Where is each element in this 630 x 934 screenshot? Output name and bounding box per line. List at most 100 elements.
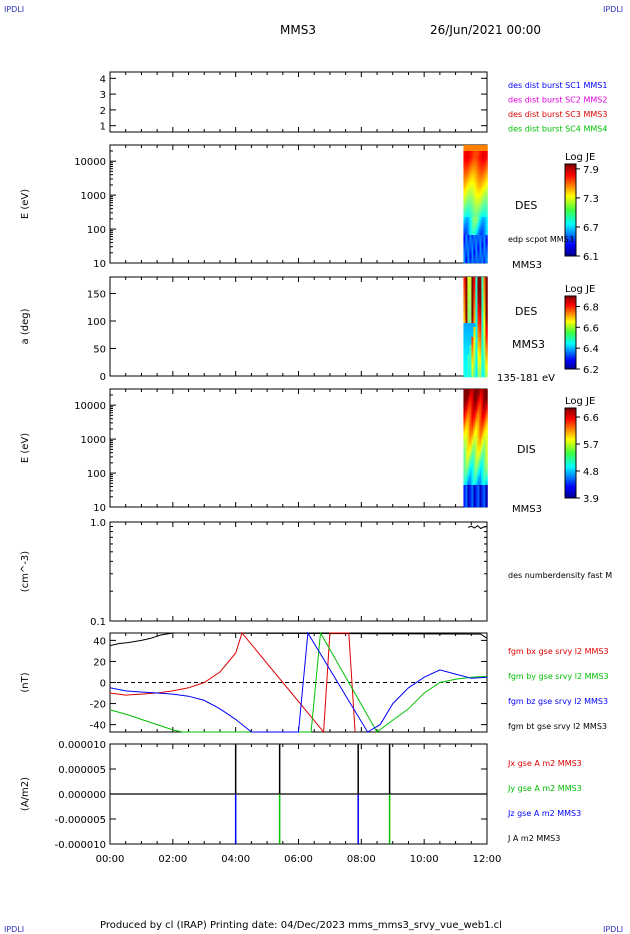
spectrogram-cell	[463, 339, 466, 342]
spectrogram-cell	[467, 149, 470, 152]
spectrogram-cell	[469, 427, 472, 430]
spectrogram-cell	[473, 279, 476, 282]
spectrogram-cell	[483, 283, 486, 286]
spectrogram-cell	[475, 419, 478, 422]
spectrogram-cell	[473, 179, 476, 182]
spectrogram-cell	[465, 147, 468, 150]
spectrogram-cell	[467, 179, 470, 182]
spectrogram-cell	[483, 401, 486, 404]
spectrogram-cell	[463, 345, 466, 348]
spectrogram-cell	[477, 495, 480, 498]
spectrogram-cell	[479, 389, 482, 392]
spectrogram-cell	[475, 199, 478, 202]
spectrogram-cell	[473, 201, 476, 204]
spectrogram-cell	[473, 191, 476, 194]
spectrogram-cell	[483, 249, 486, 252]
spectrogram-cell	[471, 321, 474, 324]
spectrogram-cell	[469, 277, 472, 280]
spectrogram-cell	[477, 427, 480, 430]
spectrogram-cell	[481, 425, 484, 428]
spectrogram-cell	[479, 355, 482, 358]
spectrogram-cell	[467, 459, 470, 462]
spectrogram-cell	[483, 227, 486, 230]
spectrogram-cell	[467, 205, 470, 208]
spectrogram-cell	[469, 365, 472, 368]
spectrogram-cell	[481, 161, 484, 164]
spectrogram-cell	[481, 217, 484, 220]
spectrogram-cell	[471, 247, 474, 250]
spectrogram-cell	[481, 441, 484, 444]
spectrogram-cell	[465, 165, 468, 168]
spectrogram-cell	[467, 413, 470, 416]
spectrogram-cell	[465, 435, 468, 438]
spectrogram-cell	[477, 397, 480, 400]
spectrogram-cell	[471, 299, 474, 302]
spectrogram-cell	[473, 209, 476, 212]
spectrogram-cell	[467, 461, 470, 464]
spectrogram-cell	[483, 393, 486, 396]
spectrogram-cell	[481, 173, 484, 176]
spectrogram-cell	[481, 241, 484, 244]
spectrogram-cell	[471, 259, 474, 262]
spectrogram-cell	[481, 329, 484, 332]
spectrogram-cell	[481, 249, 484, 252]
spectrogram-cell	[467, 495, 470, 498]
spectrogram-cell	[479, 445, 482, 448]
spectrogram-cell	[473, 301, 476, 304]
spectrogram-cell	[481, 503, 484, 506]
spectrogram-cell	[471, 399, 474, 402]
spectrogram-cell	[473, 261, 476, 264]
spectrogram-cell	[465, 341, 468, 344]
spectrogram-cell	[471, 337, 474, 340]
spectrogram-cell	[463, 375, 466, 378]
spectrogram-cell	[477, 171, 480, 174]
spectrogram-cell	[469, 231, 472, 234]
spectrogram-cell	[477, 285, 480, 288]
spectrogram-cell	[469, 423, 472, 426]
spectrogram-cell	[485, 283, 488, 286]
spectrogram-cell	[479, 241, 482, 244]
spectrogram-cell	[485, 491, 488, 494]
spectrogram-cell	[473, 417, 476, 420]
spectrogram-cell	[465, 401, 468, 404]
spectrogram-cell	[469, 161, 472, 164]
spectrogram-cell	[477, 449, 480, 452]
spectrogram-cell	[475, 343, 478, 346]
spectrogram-cell	[485, 351, 488, 354]
spectrogram-cell	[473, 175, 476, 178]
spectrogram-cell	[467, 497, 470, 500]
spectrogram-cell	[477, 199, 480, 202]
spectrogram-cell	[467, 183, 470, 186]
spectrogram-cell	[463, 279, 466, 282]
spectrogram-cell	[481, 215, 484, 218]
spectrogram-cell	[477, 413, 480, 416]
spectrogram-cell	[469, 319, 472, 322]
spectrogram-cell	[479, 409, 482, 412]
spectrogram-cell	[475, 397, 478, 400]
spectrogram-cell	[483, 219, 486, 222]
spectrogram-cell	[471, 421, 474, 424]
spectrogram-cell	[477, 203, 480, 206]
spectrogram-cell	[463, 441, 466, 444]
spectrogram-cell	[469, 451, 472, 454]
spectrogram-cell	[463, 483, 466, 486]
spectrogram-cell	[479, 217, 482, 220]
spectrogram-cell	[469, 223, 472, 226]
spectrogram-cell	[483, 159, 486, 162]
spectrogram-cell	[483, 453, 486, 456]
spectrogram-cell	[473, 427, 476, 430]
spectrogram-cell	[483, 237, 486, 240]
spectrogram-cell	[477, 341, 480, 344]
spectrogram-cell	[473, 287, 476, 290]
spectrogram-cell	[471, 297, 474, 300]
spectrogram-cell	[463, 503, 466, 506]
spectrogram-cell	[477, 439, 480, 442]
spectrogram-cell	[485, 171, 488, 174]
spectrogram-cell	[469, 155, 472, 158]
spectrogram-cell	[475, 217, 478, 220]
spectrogram-cell	[483, 245, 486, 248]
colorbar-tick-label: 3.9	[583, 494, 599, 505]
spectrogram-cell	[483, 313, 486, 316]
spectrogram-cell	[477, 473, 480, 476]
